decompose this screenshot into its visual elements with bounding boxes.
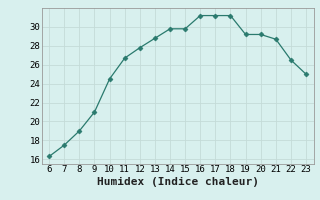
X-axis label: Humidex (Indice chaleur): Humidex (Indice chaleur)	[97, 177, 259, 187]
